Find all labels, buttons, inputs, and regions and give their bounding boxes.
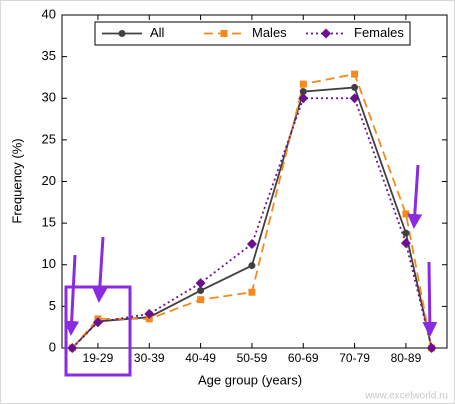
y-tick-label: 10 bbox=[42, 256, 56, 271]
y-tick-label: 40 bbox=[42, 6, 56, 21]
legend-label: Females bbox=[354, 25, 404, 40]
point bbox=[197, 296, 205, 304]
y-tick-label: 0 bbox=[49, 339, 56, 354]
point bbox=[351, 83, 359, 91]
x-tick-label: 80-89 bbox=[391, 351, 422, 365]
point bbox=[298, 93, 309, 104]
arrow bbox=[407, 164, 423, 229]
point bbox=[144, 308, 155, 319]
legend-label: Males bbox=[252, 25, 287, 40]
x-tick-label: 19-29 bbox=[83, 351, 114, 365]
y-tick-label: 5 bbox=[49, 298, 56, 313]
y-tick-label: 20 bbox=[42, 173, 56, 188]
x-tick-label: 60-69 bbox=[288, 351, 319, 365]
x-tick-label: 70-79 bbox=[339, 351, 370, 365]
point bbox=[197, 287, 205, 295]
legend-label: All bbox=[150, 25, 165, 40]
series-line bbox=[71, 97, 433, 349]
x-tick-label: 40-49 bbox=[185, 351, 216, 365]
point bbox=[246, 238, 257, 249]
point bbox=[92, 317, 103, 328]
point bbox=[351, 70, 359, 78]
point bbox=[400, 238, 411, 249]
point bbox=[402, 210, 410, 218]
x-tick-label: 50-59 bbox=[237, 351, 268, 365]
y-tick-label: 25 bbox=[42, 131, 56, 146]
legend-box bbox=[94, 21, 411, 46]
y-tick-label: 35 bbox=[42, 48, 56, 63]
point bbox=[349, 93, 360, 104]
watermark: www.excelworld.ru bbox=[364, 391, 448, 402]
point bbox=[299, 80, 307, 88]
point bbox=[426, 343, 437, 353]
arrow bbox=[422, 261, 438, 337]
point bbox=[402, 229, 410, 237]
y-tick-label: 30 bbox=[42, 90, 56, 105]
x-tick-label: 30-39 bbox=[134, 351, 165, 365]
point bbox=[321, 28, 331, 39]
legend: All Males Females bbox=[94, 21, 411, 46]
arrow bbox=[92, 236, 108, 303]
point bbox=[67, 343, 78, 353]
y-tick-label: 15 bbox=[42, 215, 56, 230]
point bbox=[220, 30, 228, 37]
y-axis-label: Frequency (%) bbox=[9, 138, 24, 223]
point bbox=[248, 288, 256, 296]
point bbox=[195, 278, 206, 289]
x-axis-label: Age group (years) bbox=[198, 372, 302, 387]
point bbox=[248, 262, 256, 270]
annotations bbox=[64, 164, 438, 377]
arrow bbox=[64, 254, 80, 336]
point bbox=[299, 88, 307, 96]
point bbox=[118, 30, 126, 37]
